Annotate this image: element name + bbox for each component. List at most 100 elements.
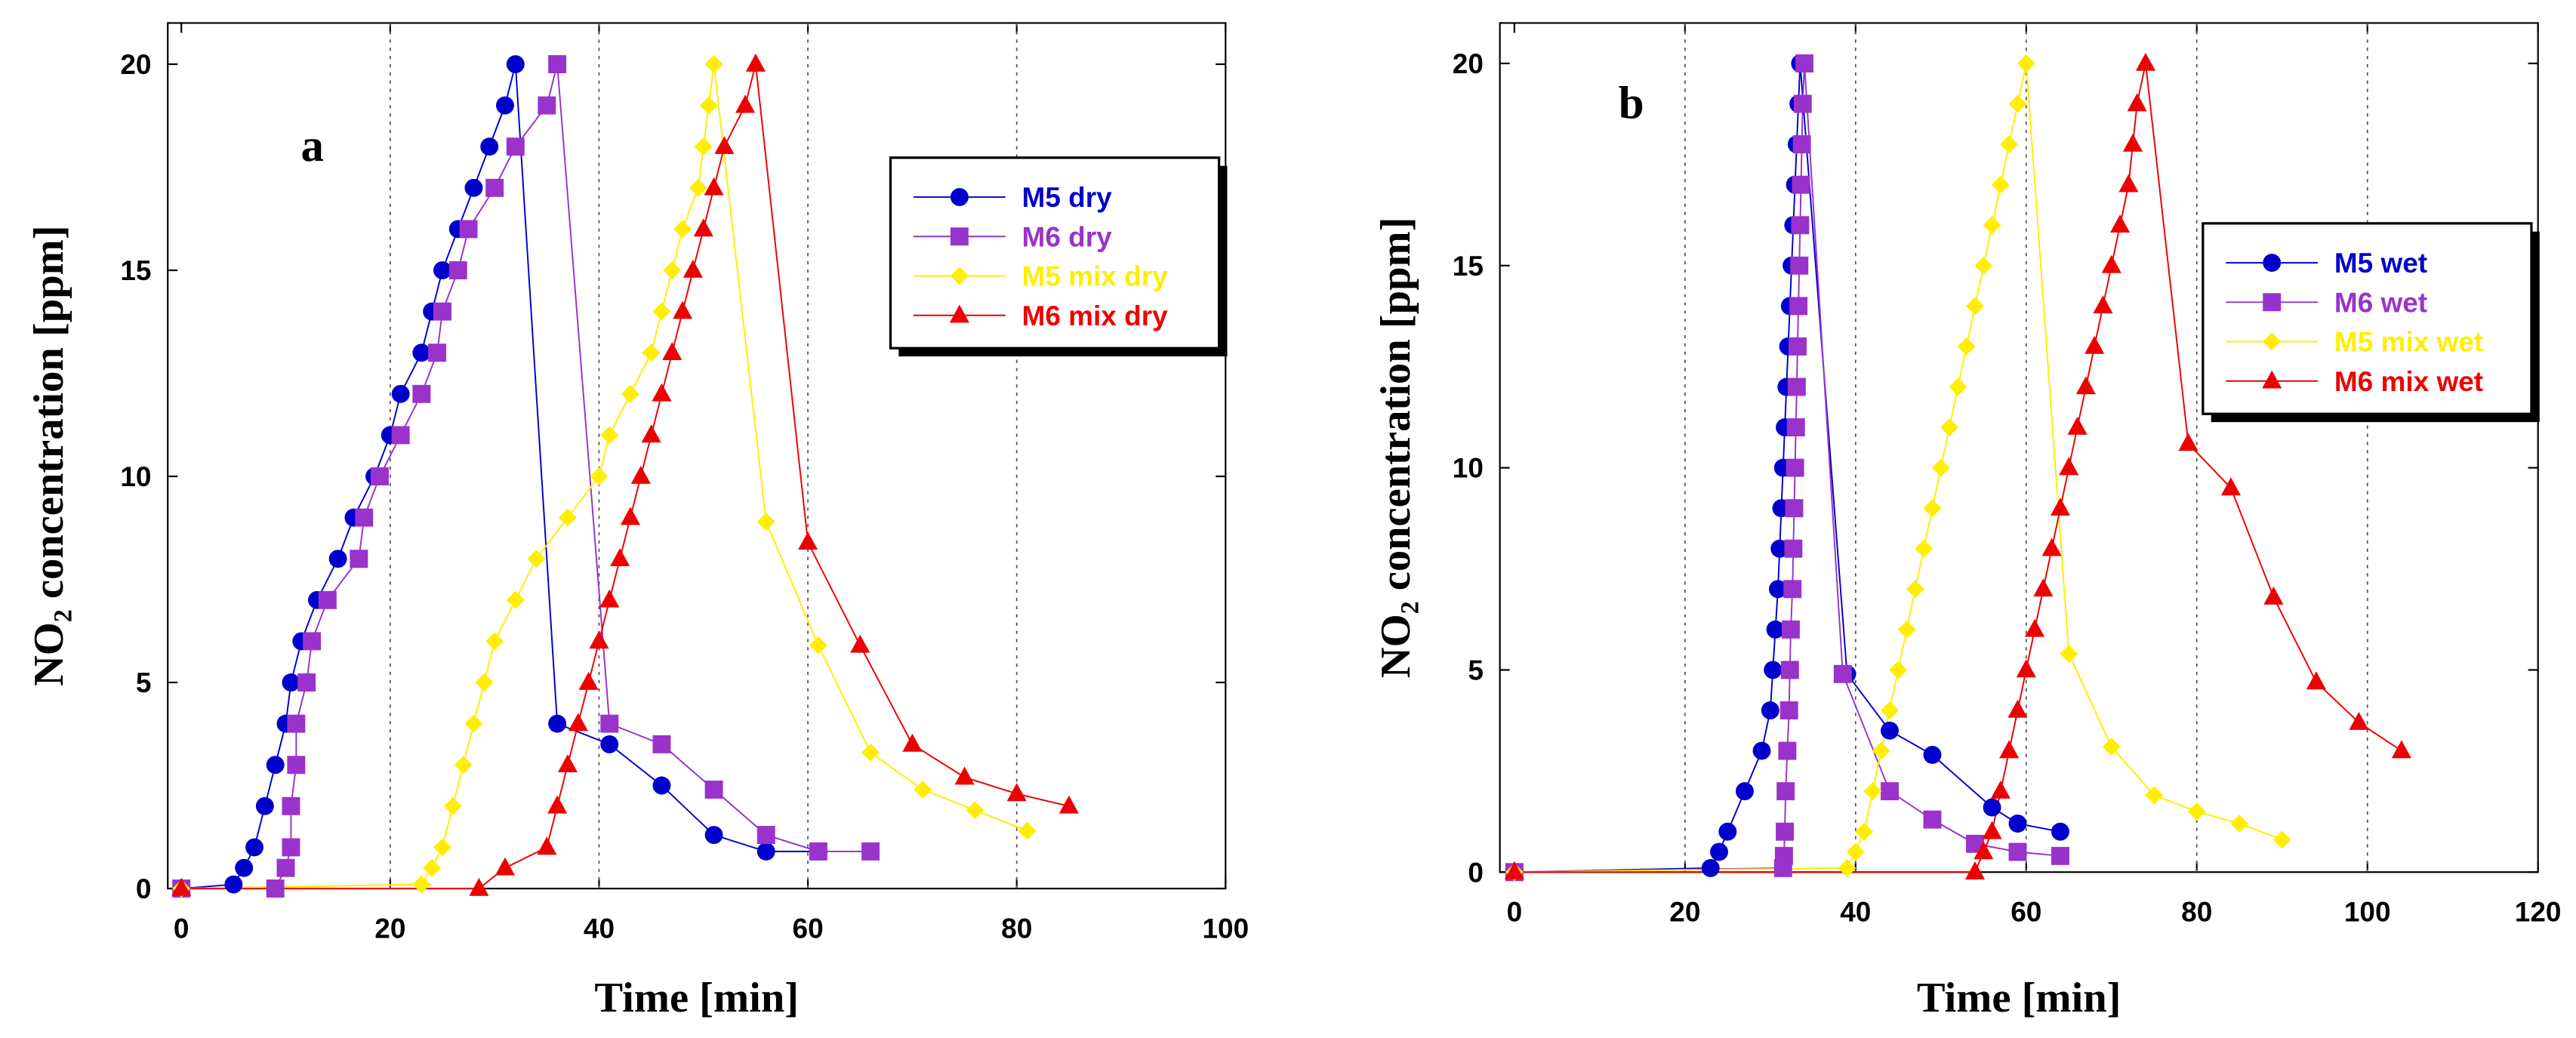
point bbox=[568, 713, 588, 732]
point bbox=[914, 781, 932, 799]
point bbox=[1846, 842, 1865, 861]
point bbox=[527, 550, 546, 568]
point bbox=[276, 858, 295, 877]
point bbox=[704, 55, 723, 74]
point bbox=[1701, 858, 1720, 877]
legend-label: M5 wet bbox=[2334, 248, 2427, 279]
y-tick-label: 10 bbox=[1453, 453, 1484, 484]
point bbox=[600, 714, 619, 733]
plot-frame bbox=[167, 22, 1227, 890]
point bbox=[704, 781, 723, 799]
point bbox=[652, 776, 671, 795]
point bbox=[1774, 846, 1793, 865]
point bbox=[1795, 54, 1813, 72]
point bbox=[297, 673, 316, 691]
panel-label: a bbox=[300, 121, 323, 171]
point bbox=[266, 879, 285, 898]
y-tick-label: 10 bbox=[120, 461, 151, 492]
point bbox=[1784, 539, 1803, 558]
point bbox=[621, 384, 639, 403]
point bbox=[2122, 134, 2143, 152]
point bbox=[1793, 94, 1812, 113]
point bbox=[2109, 214, 2131, 233]
point bbox=[1761, 701, 1779, 719]
point bbox=[2093, 295, 2113, 314]
point bbox=[282, 673, 300, 691]
point bbox=[1791, 216, 1810, 235]
point bbox=[798, 531, 818, 550]
point bbox=[2050, 497, 2071, 516]
point bbox=[506, 590, 525, 609]
y-tick-label: 15 bbox=[120, 255, 151, 286]
point bbox=[600, 735, 619, 753]
legend-label: M6 mix dry bbox=[1022, 300, 1169, 331]
legend-marker bbox=[950, 266, 969, 285]
point bbox=[1974, 256, 1993, 275]
point bbox=[663, 261, 682, 280]
x-tick-label: 40 bbox=[584, 913, 615, 944]
point bbox=[966, 801, 984, 820]
series-line bbox=[1514, 63, 2402, 873]
legend-label: M6 dry bbox=[1022, 221, 1113, 252]
x-axis-title: Time [min] bbox=[1917, 975, 2122, 1021]
point bbox=[652, 735, 671, 753]
x-tick-label: 60 bbox=[2011, 897, 2041, 928]
point bbox=[641, 424, 661, 443]
panel-label: b bbox=[1619, 79, 1644, 129]
point bbox=[538, 96, 556, 115]
x-tick-label: 80 bbox=[1001, 913, 1032, 944]
point bbox=[412, 343, 431, 362]
point bbox=[809, 636, 827, 655]
point bbox=[2059, 457, 2079, 476]
point bbox=[287, 756, 306, 775]
point bbox=[1889, 661, 1908, 679]
point bbox=[704, 177, 724, 196]
point bbox=[1781, 620, 1800, 639]
point bbox=[475, 673, 494, 691]
legend-marker bbox=[2263, 293, 2282, 312]
point bbox=[2008, 94, 2027, 113]
point bbox=[1881, 782, 1899, 801]
y-tick-label: 5 bbox=[136, 667, 152, 698]
point bbox=[423, 858, 442, 877]
point bbox=[537, 836, 557, 855]
point bbox=[1964, 861, 1986, 880]
point bbox=[2033, 578, 2054, 597]
point bbox=[1999, 740, 2020, 759]
point bbox=[2016, 659, 2036, 678]
point bbox=[1991, 175, 2010, 194]
point bbox=[1966, 297, 1984, 316]
point bbox=[391, 384, 410, 403]
point bbox=[480, 137, 499, 156]
point bbox=[1881, 721, 1899, 740]
x-tick-label: 60 bbox=[793, 913, 824, 944]
point bbox=[620, 507, 640, 525]
point bbox=[1983, 798, 2001, 817]
point bbox=[548, 55, 567, 74]
y-tick-label: 5 bbox=[1468, 655, 1484, 686]
legend-label: M6 wet bbox=[2334, 287, 2427, 318]
point bbox=[433, 261, 451, 280]
point bbox=[469, 877, 489, 896]
point bbox=[2085, 335, 2105, 354]
point bbox=[2306, 671, 2326, 690]
point bbox=[2178, 433, 2199, 451]
point bbox=[2349, 711, 2369, 730]
point bbox=[1974, 841, 1994, 860]
point bbox=[1766, 620, 1785, 639]
y-tick-label: 15 bbox=[1453, 251, 1484, 282]
point bbox=[809, 842, 827, 861]
legend bbox=[889, 156, 1221, 350]
point bbox=[464, 714, 483, 733]
point bbox=[861, 842, 880, 861]
legend-marker bbox=[2263, 332, 2282, 351]
point bbox=[496, 96, 514, 115]
point bbox=[756, 513, 775, 531]
point bbox=[412, 384, 431, 403]
point bbox=[1778, 741, 1797, 760]
point bbox=[171, 877, 192, 896]
point bbox=[2391, 740, 2411, 759]
point bbox=[610, 548, 630, 567]
y-tick-label: 0 bbox=[1468, 857, 1484, 888]
